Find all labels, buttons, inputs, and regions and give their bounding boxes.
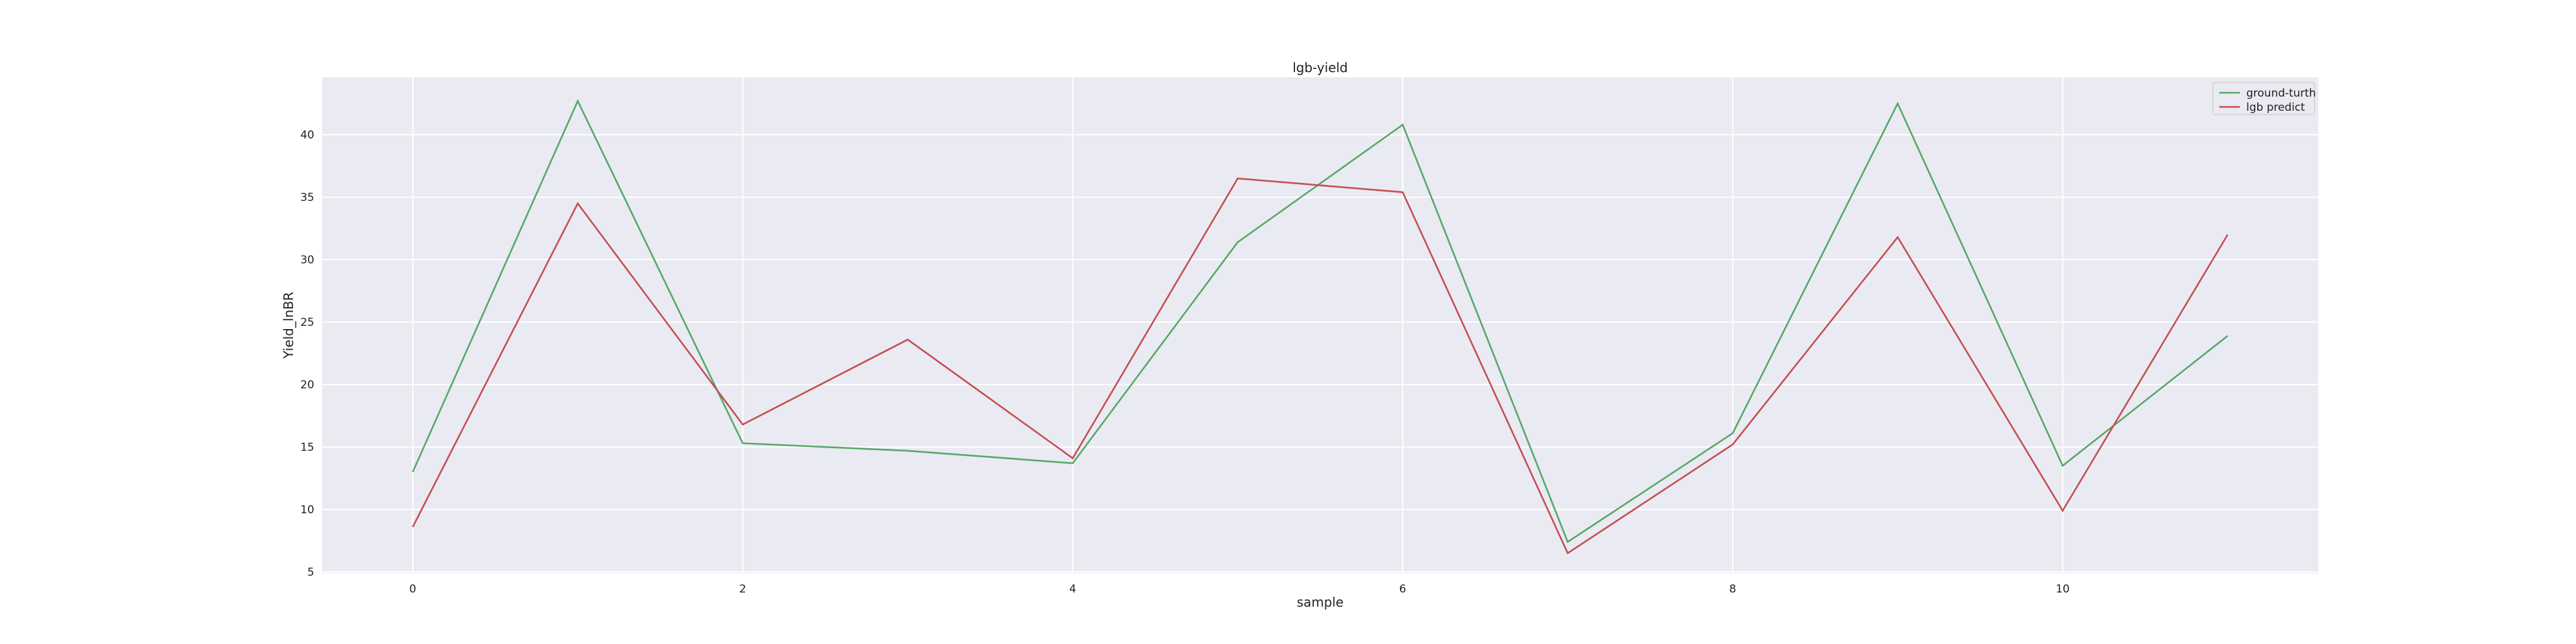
- series-line-ground-turth: [412, 99, 2228, 544]
- x-tick-label: 6: [1399, 583, 1406, 596]
- plot-background: [322, 77, 2318, 573]
- x-tick-label: 0: [409, 583, 416, 596]
- x-tick-label: 4: [1069, 583, 1076, 596]
- series-line-lgb-predict: [412, 177, 2229, 554]
- y-tick-label: 20: [300, 379, 314, 392]
- x-tick-label: 10: [2056, 583, 2070, 596]
- series-lines: [412, 99, 2229, 554]
- y-axis-label: Yield_lnBR: [281, 292, 296, 359]
- x-axis-label: sample: [1297, 594, 1344, 610]
- legend-label: ground-turth: [2246, 87, 2316, 100]
- y-tick-labels: 5 10 15 20 25 30 35 40: [300, 129, 314, 579]
- legend-label: lgb predict: [2246, 101, 2305, 114]
- y-tick-label: 10: [300, 504, 314, 516]
- y-tick-label: 25: [300, 316, 314, 329]
- chart-title: lgb-yield: [1293, 60, 1348, 75]
- x-tick-label: 2: [739, 583, 746, 596]
- y-tick-label: 35: [300, 191, 314, 204]
- y-tick-label: 5: [307, 566, 314, 579]
- x-tick-labels: 0 2 4 6 8 10: [409, 583, 2069, 596]
- y-tick-label: 15: [300, 441, 314, 454]
- x-tick-label: 8: [1729, 583, 1736, 596]
- y-tick-label: 40: [300, 129, 314, 142]
- y-tick-label: 30: [300, 254, 314, 267]
